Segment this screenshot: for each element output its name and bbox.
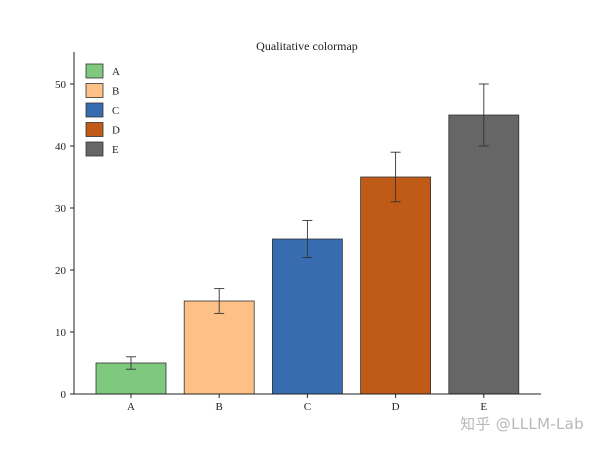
x-tick-label-b: B bbox=[216, 401, 223, 413]
legend-label-b: B bbox=[112, 86, 119, 98]
legend-label-c: C bbox=[112, 105, 119, 117]
bar-c bbox=[271, 238, 343, 395]
x-tick-label-a: A bbox=[127, 401, 135, 413]
x-ticks-layer: A B C D E bbox=[127, 394, 487, 413]
bar-d bbox=[360, 176, 432, 395]
chart-title: Qualitative colormap bbox=[256, 39, 358, 53]
legend-swatch-a bbox=[85, 63, 104, 79]
x-tick-label-c: C bbox=[304, 401, 311, 413]
error-bar-b bbox=[214, 288, 225, 314]
y-tick-label-50: 50 bbox=[55, 79, 67, 91]
y-ticks-layer: 0 10 20 30 40 50 bbox=[55, 79, 74, 401]
error-bars-layer bbox=[126, 83, 489, 370]
x-tick-label-d: D bbox=[392, 401, 400, 413]
y-tick-label-30: 30 bbox=[55, 203, 67, 215]
y-tick-label-40: 40 bbox=[55, 141, 67, 153]
y-tick-label-10: 10 bbox=[55, 327, 67, 339]
error-bar-c bbox=[302, 219, 313, 259]
legend-label-e: E bbox=[112, 144, 119, 156]
bar-b bbox=[183, 300, 255, 395]
bar-e bbox=[448, 114, 520, 395]
error-bar-a bbox=[126, 356, 136, 370]
y-tick-label-0: 0 bbox=[61, 389, 67, 401]
legend-label-d: D bbox=[112, 125, 120, 137]
error-bar-d bbox=[390, 151, 401, 203]
x-tick-label-e: E bbox=[480, 401, 487, 413]
legend-label-a: A bbox=[112, 66, 120, 78]
legend-swatch-b bbox=[85, 83, 104, 98]
error-bar-e bbox=[478, 83, 489, 147]
watermark-text: 知乎 @LLLM-Lab bbox=[460, 415, 584, 433]
y-tick-label-20: 20 bbox=[55, 265, 67, 277]
legend-swatch-c bbox=[85, 102, 104, 118]
legend-swatch-d bbox=[85, 122, 104, 137]
legend-swatch-e bbox=[85, 141, 104, 157]
